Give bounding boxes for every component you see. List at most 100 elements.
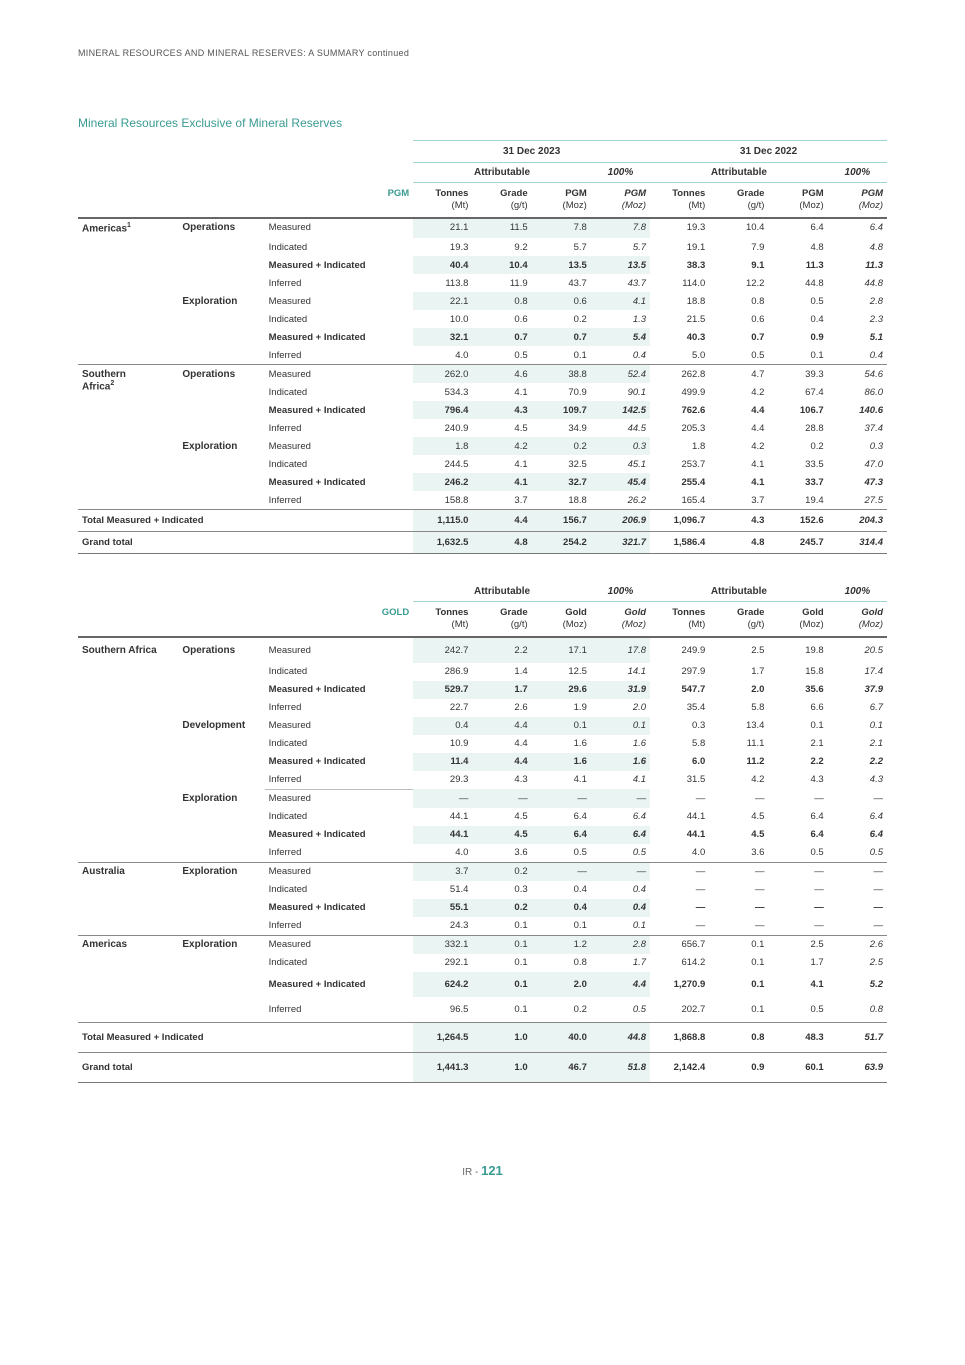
value-cell: 314.4 xyxy=(828,532,887,554)
table-gold: Attributable100%Attributable100%GOLDTonn… xyxy=(78,582,887,1083)
grand-total-row: Grand total1,441.31.046.751.82,142.40.96… xyxy=(78,1052,887,1082)
class-cell: Indicated xyxy=(265,383,414,401)
value-cell: 1.6 xyxy=(532,753,591,771)
stage-cell xyxy=(178,256,264,274)
value-cell: 0.1 xyxy=(472,954,531,972)
table-row: Inferred158.83.718.826.2165.43.719.427.5 xyxy=(78,491,887,510)
grand-total-label: Grand total xyxy=(78,1052,413,1082)
value-cell: 10.4 xyxy=(472,256,531,274)
value-cell: 28.8 xyxy=(768,419,827,437)
value-cell: 534.3 xyxy=(413,383,472,401)
value-cell: 90.1 xyxy=(591,383,650,401)
unit-header-cell: Tonnes(Mt) xyxy=(413,602,472,637)
region-cell xyxy=(78,826,178,844)
class-cell: Indicated xyxy=(265,808,414,826)
region-cell xyxy=(78,473,178,491)
value-cell: 0.4 xyxy=(768,310,827,328)
unit-header-cell: Tonnes(Mt) xyxy=(650,602,709,637)
value-cell: 0.4 xyxy=(413,717,472,735)
value-cell: 17.4 xyxy=(828,663,887,681)
value-cell: 4.3 xyxy=(472,771,531,790)
value-cell: 109.7 xyxy=(532,401,591,419)
value-cell: 1.8 xyxy=(413,437,472,455)
value-cell: 51.7 xyxy=(828,1022,887,1052)
value-cell: 39.3 xyxy=(768,365,827,384)
value-cell: 38.8 xyxy=(532,365,591,384)
table-row: Measured + Indicated624.20.12.04.41,270.… xyxy=(78,972,887,997)
region-cell xyxy=(78,699,178,717)
value-cell: 2.2 xyxy=(828,753,887,771)
value-cell: 0.4 xyxy=(532,899,591,917)
region-cell xyxy=(78,844,178,863)
value-cell: 4.5 xyxy=(472,826,531,844)
value-cell: 86.0 xyxy=(828,383,887,401)
value-cell: 1,264.5 xyxy=(413,1022,472,1052)
unit-header-cell: PGM(Moz) xyxy=(591,183,650,218)
stage-cell xyxy=(178,997,264,1023)
value-cell: 0.1 xyxy=(709,954,768,972)
value-cell: — xyxy=(768,899,827,917)
value-cell: 5.7 xyxy=(591,238,650,256)
value-cell: 1,586.4 xyxy=(650,532,709,554)
value-cell: 5.4 xyxy=(591,328,650,346)
value-cell: 54.6 xyxy=(828,365,887,384)
value-cell: 44.1 xyxy=(650,826,709,844)
region-cell: Southern Africa xyxy=(78,637,178,663)
stage-cell xyxy=(178,310,264,328)
value-cell: 262.0 xyxy=(413,365,472,384)
value-cell: 0.1 xyxy=(591,917,650,936)
value-cell: 0.1 xyxy=(472,917,531,936)
value-cell: 10.9 xyxy=(413,735,472,753)
value-cell: 4.2 xyxy=(709,437,768,455)
value-cell: 2.6 xyxy=(472,699,531,717)
region-cell xyxy=(78,310,178,328)
value-cell: 142.5 xyxy=(591,401,650,419)
region-cell xyxy=(78,328,178,346)
date-2023: 31 Dec 2023 xyxy=(413,141,650,163)
value-cell: 0.6 xyxy=(532,292,591,310)
class-cell: Inferred xyxy=(265,274,414,292)
class-cell: Measured + Indicated xyxy=(265,328,414,346)
value-cell: — xyxy=(828,862,887,881)
value-cell: 19.4 xyxy=(768,491,827,510)
value-cell: — xyxy=(828,917,887,936)
value-cell: 3.7 xyxy=(413,862,472,881)
class-cell: Inferred xyxy=(265,699,414,717)
pct100-label: 100% xyxy=(828,163,887,183)
value-cell: 205.3 xyxy=(650,419,709,437)
value-cell: 4.1 xyxy=(591,292,650,310)
value-cell: 0.1 xyxy=(532,346,591,365)
class-cell: Measured xyxy=(265,935,414,954)
value-cell: 1.7 xyxy=(768,954,827,972)
value-cell: 2.5 xyxy=(768,935,827,954)
value-cell: — xyxy=(591,789,650,808)
value-cell: 0.8 xyxy=(709,1022,768,1052)
value-cell: 44.1 xyxy=(650,808,709,826)
value-cell: 255.4 xyxy=(650,473,709,491)
value-cell: 6.4 xyxy=(591,808,650,826)
value-cell: 11.1 xyxy=(709,735,768,753)
value-cell: 44.5 xyxy=(591,419,650,437)
table-row: Southern AfricaOperationsMeasured242.72.… xyxy=(78,637,887,663)
value-cell: 286.9 xyxy=(413,663,472,681)
region-cell xyxy=(78,401,178,419)
region-cell xyxy=(78,274,178,292)
value-cell: 22.7 xyxy=(413,699,472,717)
value-cell: 40.3 xyxy=(650,328,709,346)
value-cell: 24.3 xyxy=(413,917,472,936)
value-cell: 246.2 xyxy=(413,473,472,491)
value-cell: 6.4 xyxy=(768,218,827,238)
value-cell: 52.4 xyxy=(591,365,650,384)
value-cell: 32.5 xyxy=(532,455,591,473)
value-cell: 4.3 xyxy=(709,510,768,532)
value-cell: 0.3 xyxy=(591,437,650,455)
value-cell: 0.4 xyxy=(532,881,591,899)
value-cell: 4.3 xyxy=(828,771,887,790)
table-row: Measured + Indicated246.24.132.745.4255.… xyxy=(78,473,887,491)
stage-cell xyxy=(178,881,264,899)
value-cell: 13.5 xyxy=(591,256,650,274)
value-cell: 5.8 xyxy=(650,735,709,753)
value-cell: 242.7 xyxy=(413,637,472,663)
stage-cell xyxy=(178,735,264,753)
class-cell: Measured xyxy=(265,365,414,384)
